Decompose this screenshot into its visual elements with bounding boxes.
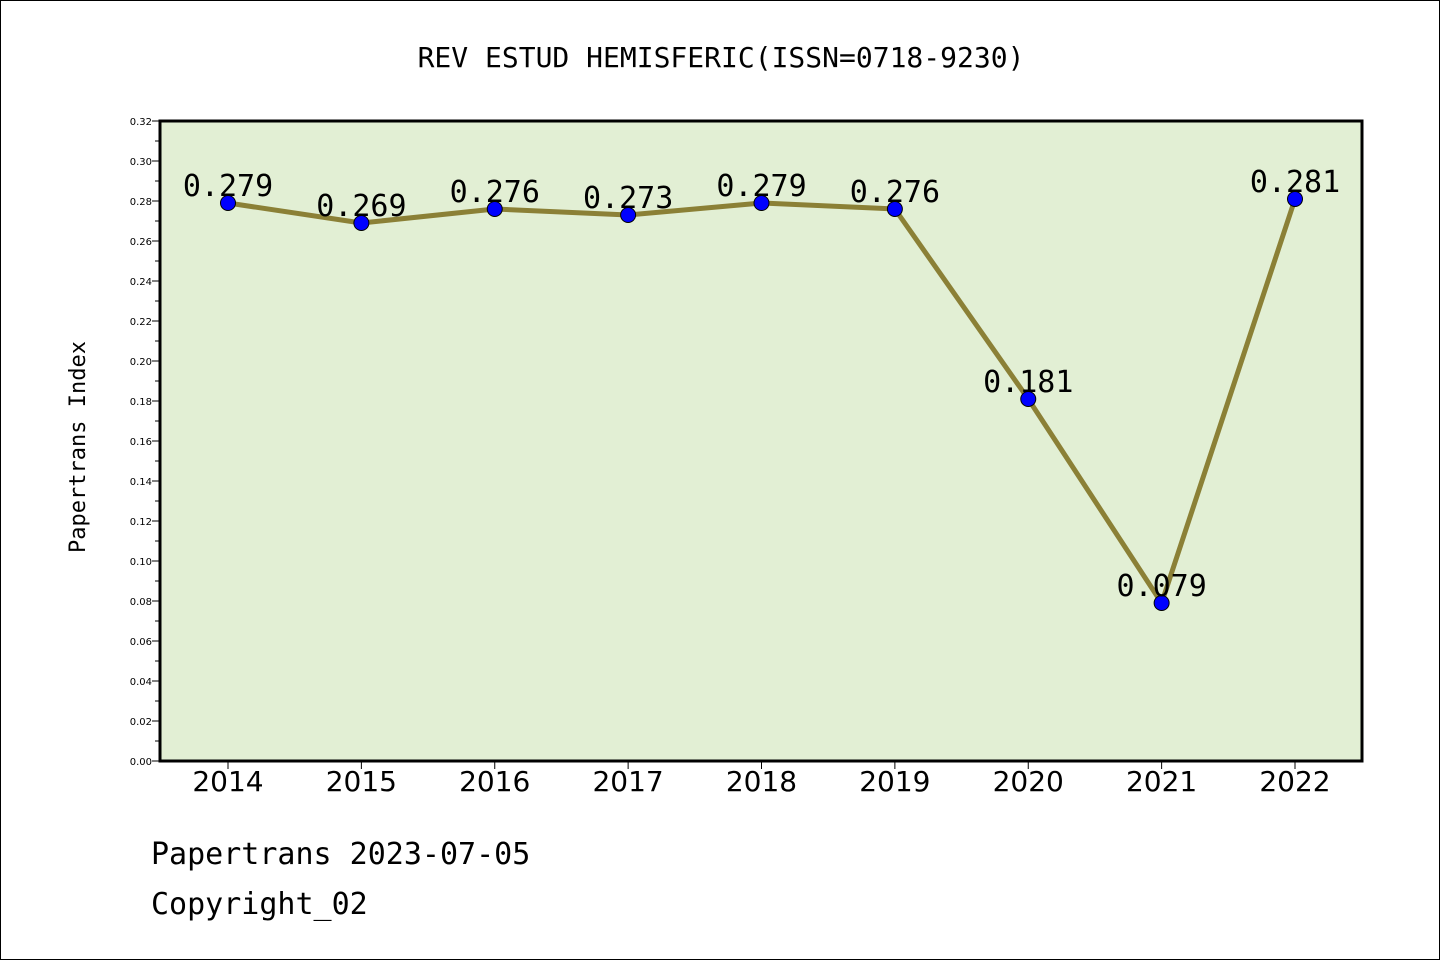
data-point [620, 207, 637, 223]
y-tick-label: 0.02 [130, 717, 152, 728]
y-tick-label: 0.12 [130, 517, 152, 528]
data-point [220, 195, 236, 211]
data-label: 0.269 [316, 189, 406, 224]
x-axis-ticks: 2014 2015 2016 2017 2018 2019 2020 2021 2022 [192, 761, 1331, 798]
x-tick-label: 2022 [1259, 765, 1330, 798]
x-tick-label: 2019 [859, 765, 930, 798]
x-tick-label: 2017 [592, 765, 663, 798]
data-label: 0.279 [716, 169, 806, 204]
footer-date-line: Papertrans 2023-07-05 [151, 837, 531, 872]
y-tick-label: 0.04 [130, 677, 152, 688]
data-point [886, 201, 903, 217]
y-tick-label: 0.00 [130, 757, 152, 768]
data-label: 0.276 [450, 175, 540, 210]
y-tick-label: 0.14 [130, 477, 152, 488]
y-tick-label: 0.20 [130, 357, 152, 368]
y-tick-label: 0.30 [130, 157, 152, 168]
x-tick-label: 2015 [326, 765, 397, 798]
data-label: 0.279 [183, 169, 273, 204]
y-axis-ticks: 0.00 0.02 0.04 0.06 0.08 0.10 0.12 0.14 0.16 0.18… [130, 117, 160, 768]
series-layer: 0.279 0.269 0.276 0.273 0.279 0.276 0.181 0.079… [183, 165, 1340, 611]
y-tick-label: 0.32 [130, 117, 152, 128]
y-tick-label: 0.06 [130, 637, 152, 648]
y-axis-label: Papertrans Index [66, 341, 91, 553]
chart-title: REV ESTUD HEMISFERIC(ISSN=0718-9230) [418, 41, 1025, 74]
y-tick-label: 0.18 [130, 397, 152, 408]
y-tick-label: 0.16 [130, 437, 152, 448]
y-tick-label: 0.22 [130, 317, 152, 328]
data-label: 0.276 [850, 175, 940, 210]
data-point [353, 215, 370, 231]
data-point [753, 195, 770, 211]
data-label: 0.281 [1250, 165, 1340, 200]
data-point [1287, 191, 1303, 207]
y-tick-label: 0.24 [130, 277, 152, 288]
data-label: 0.273 [583, 181, 673, 216]
x-tick-label: 2018 [726, 765, 797, 798]
data-point [1020, 391, 1037, 407]
x-tick-label: 2020 [993, 765, 1064, 798]
data-label: 0.181 [983, 365, 1073, 400]
x-tick-label: 2021 [1126, 765, 1197, 798]
y-tick-label: 0.26 [130, 237, 152, 248]
footer-copyright: Copyright_02 [151, 887, 368, 922]
y-tick-label: 0.28 [130, 197, 152, 208]
y-tick-label: 0.08 [130, 597, 152, 608]
data-label: 0.079 [1116, 569, 1206, 604]
data-point [486, 201, 503, 217]
data-point [1153, 595, 1170, 611]
x-tick-label: 2016 [459, 765, 530, 798]
x-tick-label: 2014 [192, 765, 263, 798]
y-tick-label: 0.10 [130, 557, 152, 568]
